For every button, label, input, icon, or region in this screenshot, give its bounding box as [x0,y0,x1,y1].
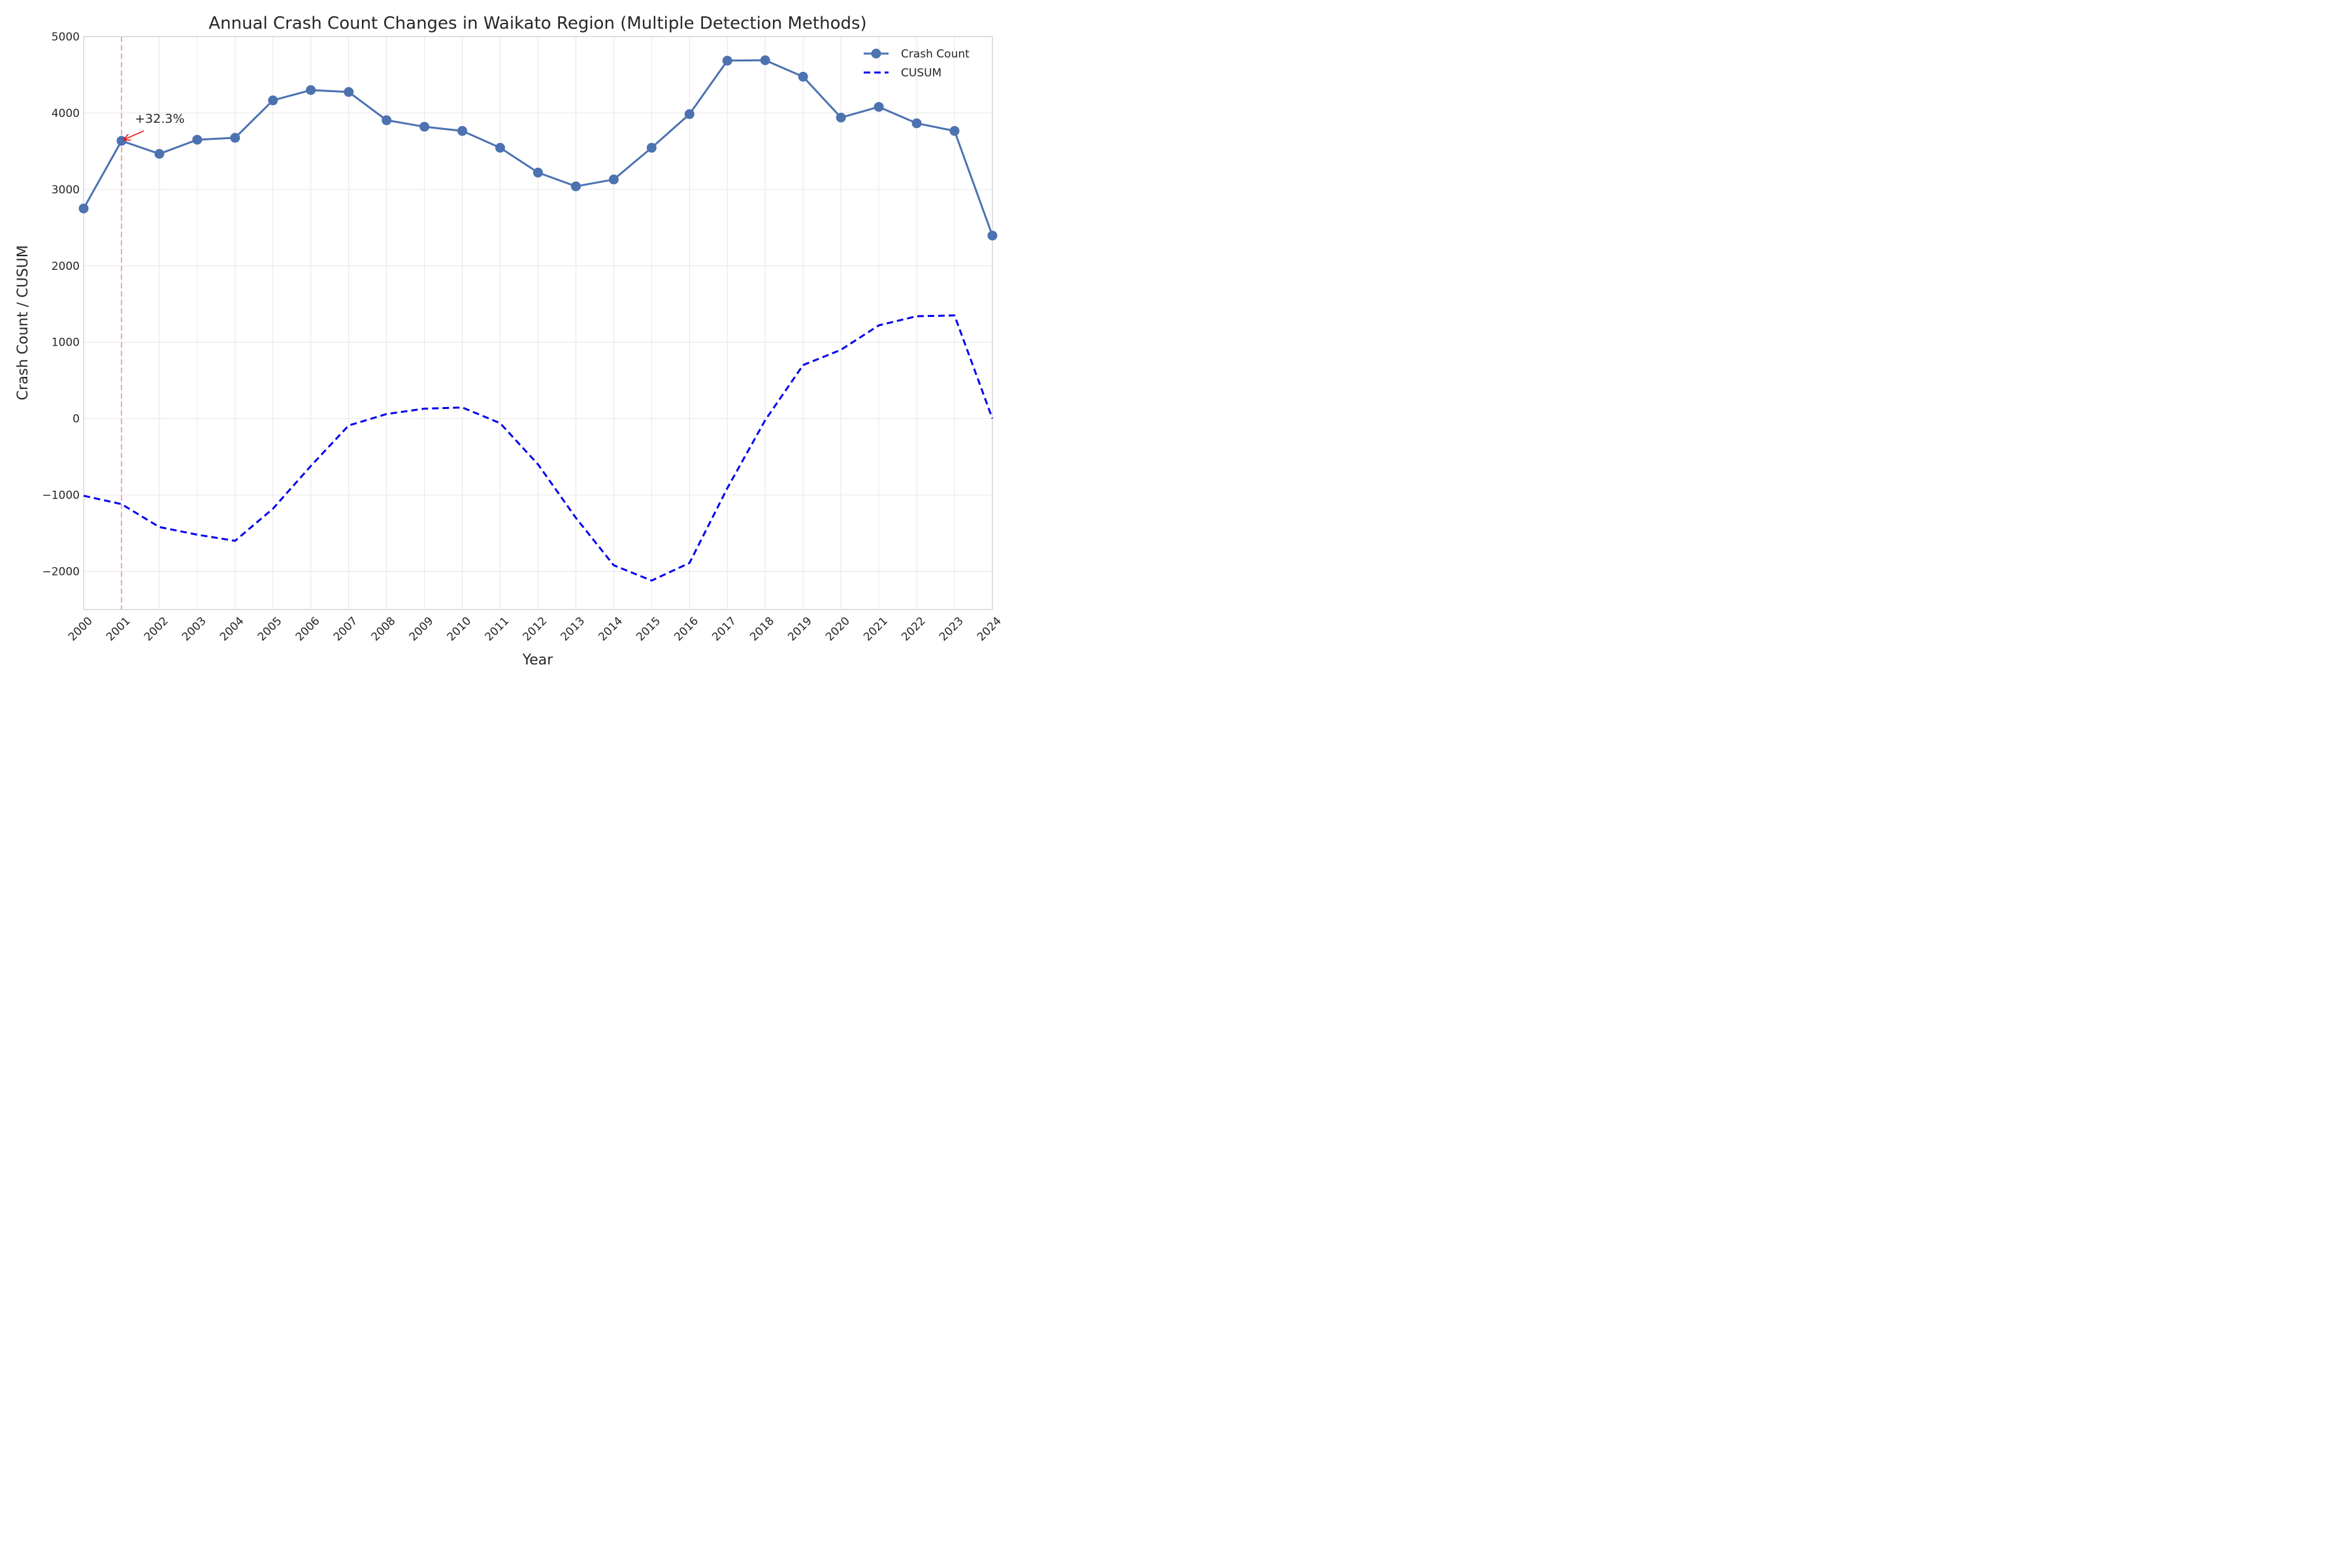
x-tick-label: 2020 [823,615,853,644]
x-tick-label: 2015 [634,615,663,644]
crash-count-data-point [382,115,392,125]
crash-count-data-point [722,56,732,66]
crash-count-data-point [760,55,770,65]
y-tick-label: 0 [73,413,80,426]
crash-count-data-point [949,125,960,136]
crash-count-legend-marker [871,48,881,59]
crash-count-data-point [798,71,808,82]
cusum-series-line [83,314,994,582]
x-tick-label: 2016 [672,615,701,644]
crash-count-data-point [192,135,203,145]
x-tick-label: 2018 [747,615,777,644]
y-tick-label: 4000 [52,107,80,120]
x-tick-label: 2012 [521,615,550,644]
x-tick-label: 2014 [596,615,625,644]
x-tick-label: 2003 [180,615,209,644]
x-axis-label: Year [522,652,554,668]
x-tick-label: 2011 [483,615,512,644]
grid-lines [83,36,993,610]
line-chart: Annual Crash Count Changes in Waikato Re… [15,14,1004,668]
crash-count-data-point [268,95,278,106]
crash-count-data-point [457,125,468,136]
chart-title: Annual Crash Count Changes in Waikato Re… [208,14,866,33]
chart-container: Annual Crash Count Changes in Waikato Re… [0,0,1009,677]
crash-count-data-point [874,102,884,112]
y-tick-label: −1000 [42,489,80,502]
annotation-label: +32.3% [135,112,184,126]
x-tick-label: 2008 [369,615,399,644]
crash-count-data-point [116,136,127,146]
crash-count-data-point [419,122,430,132]
crash-count-data-point [306,85,316,95]
crash-count-data-point [608,174,619,185]
y-tick-label: 1000 [52,336,80,350]
x-tick-label: 2000 [66,615,95,644]
y-tick-label: 5000 [52,31,80,44]
y-tick-label: −2000 [42,566,80,579]
x-tick-label: 2023 [937,615,966,644]
plot-frame [83,36,993,610]
crash-count-data-point [78,203,89,214]
x-tick-label: 2021 [861,615,890,644]
x-tick-label: 2004 [218,615,247,644]
crash-count-data-point [836,112,846,123]
x-tick-label: 2009 [407,615,436,644]
x-tick-label: 2024 [975,615,1004,644]
x-tick-label: 2013 [559,615,588,644]
legend: Crash Count CUSUM [864,48,970,80]
crash-count-data-point [533,167,543,178]
crash-count-data-point [570,181,581,191]
crash-count-data-point [911,118,922,129]
cusum-legend-label: CUSUM [901,67,941,80]
y-tick-label: 3000 [52,184,80,197]
x-tick-label: 2007 [331,615,361,644]
crash-count-data-point [684,109,694,120]
y-axis-label: Crash Count / CUSUM [15,245,31,400]
crash-count-data-point [230,133,240,143]
x-tick-label: 2005 [255,615,285,644]
crash-count-data-point [646,142,657,153]
crash-count-data-point [987,231,998,241]
crash-count-data-point [344,87,354,97]
x-tick-label: 2022 [899,615,928,644]
crash-count-data-point [495,142,506,153]
x-tick-label: 2017 [710,615,739,644]
crash-count-legend-label: Crash Count [901,48,970,61]
crash-count-data-point [154,148,165,159]
x-tick-label: 2001 [104,615,133,644]
x-tick-label: 2002 [142,615,171,644]
x-tick-label: 2019 [785,615,815,644]
x-tick-label: 2006 [293,615,323,644]
y-tick-label: 2000 [52,260,80,273]
x-tick-label: 2010 [445,615,474,644]
annotation-arrow [124,130,144,139]
